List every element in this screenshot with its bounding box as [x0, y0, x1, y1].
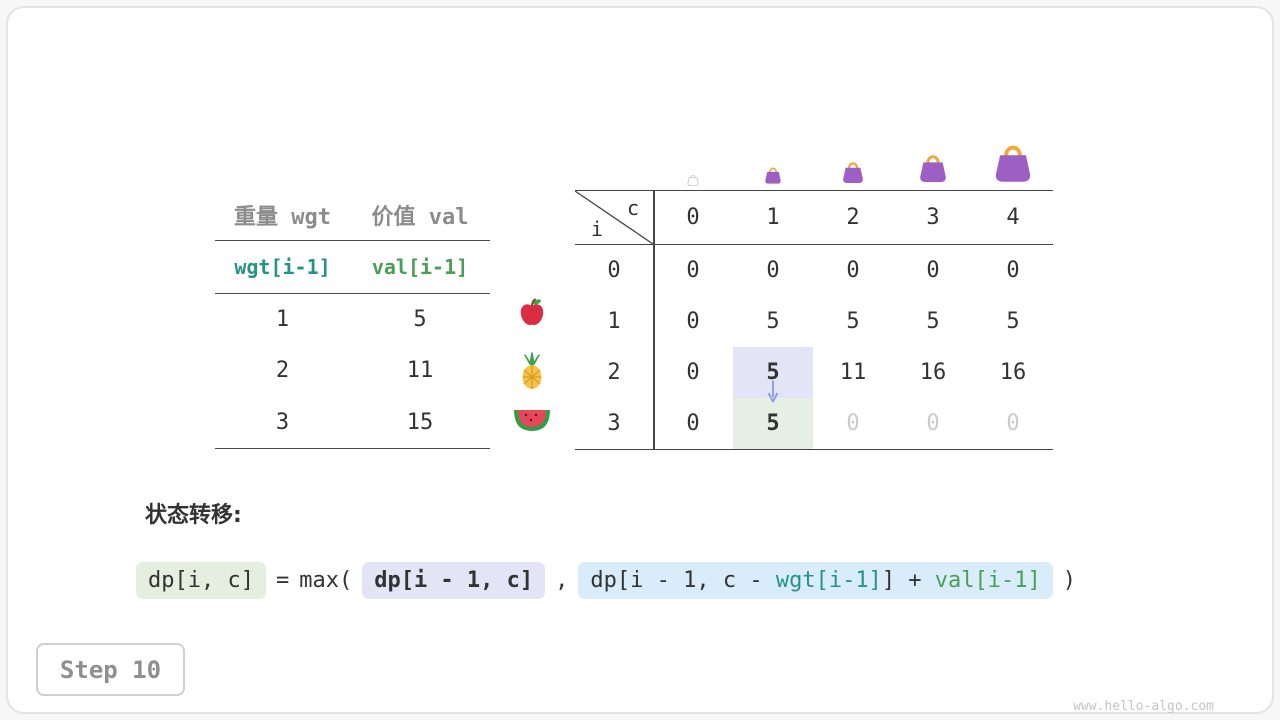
item-row-apple: 1 5 [215, 294, 490, 345]
dp-cell: 11 [839, 360, 867, 385]
dp-cell: 0 [926, 258, 940, 283]
dp-cell: 0 [686, 411, 700, 436]
dp-cell-target-highlight: 5 [733, 398, 813, 449]
dp-cell: 0 [686, 258, 700, 283]
formula-comma: , [555, 568, 569, 593]
pineapple-icon [517, 352, 547, 390]
dp-cell-pending: 0 [1006, 411, 1020, 436]
state-transition-formula: dp[i, c] = max( dp[i - 1, c] , dp[i - 1,… [136, 562, 1076, 599]
dp-row-header: 2 [607, 360, 621, 385]
item-weight: 3 [275, 409, 290, 435]
dp-row-1: 1 0 5 5 5 5 [575, 296, 1053, 347]
item-table-header-weight: 重量 wgt [234, 205, 331, 230]
corner-diagonal-line [575, 191, 653, 244]
dp-table-vertical-divider [653, 191, 655, 449]
item-table-header-row: 重量 wgt 价值 val [215, 190, 490, 241]
dp-col-header: 0 [686, 205, 700, 230]
dp-cell: 16 [919, 360, 947, 385]
corner-row-var: i [591, 217, 604, 241]
dp-cell: 0 [766, 258, 780, 283]
state-transition-label: 状态转移: [145, 503, 242, 528]
dp-cell-pending: 0 [846, 411, 860, 436]
formula-arg2-dark: ] + [881, 568, 935, 593]
step-badge: Step 10 [36, 643, 185, 696]
bag-icon-capacity-1 [763, 165, 784, 185]
dp-row-header: 3 [607, 411, 621, 436]
corner-col-var: c [626, 196, 639, 220]
dp-cell: 5 [846, 309, 860, 334]
dp-corner-cell: c i [575, 191, 653, 244]
dp-row-header: 1 [607, 309, 621, 334]
val-variable-label: val[i-1] [371, 255, 469, 279]
formula-arg2-wgt: wgt[i-1] [775, 568, 882, 593]
apple-icon [516, 296, 548, 328]
dp-cell: 0 [846, 258, 860, 283]
dp-cell: 0 [1006, 258, 1020, 283]
dp-row-0: 0 0 0 0 0 0 [575, 245, 1053, 296]
item-row-watermelon: 3 15 [215, 397, 490, 449]
dp-col-header: 2 [846, 205, 860, 230]
dp-cell: 0 [686, 309, 700, 334]
dp-col-header: 3 [926, 205, 940, 230]
formula-close-paren: ) [1062, 568, 1077, 593]
dp-row-header: 0 [607, 258, 621, 283]
item-weight: 1 [275, 307, 290, 333]
item-row-pineapple: 2 11 [215, 345, 490, 396]
item-weight: 2 [275, 358, 290, 384]
dp-cell: 5 [1006, 309, 1020, 334]
wgt-variable-label: wgt[i-1] [234, 255, 331, 279]
bag-icon-capacity-2 [840, 159, 867, 185]
item-table: 重量 wgt 价值 val wgt[i-1] val[i-1] 1 5 2 11… [215, 190, 490, 449]
formula-arg2-dark: dp[i - 1, c - [590, 568, 776, 593]
dp-cell: 5 [926, 309, 940, 334]
item-table-variable-row: wgt[i-1] val[i-1] [215, 241, 490, 294]
dp-cell: 5 [766, 309, 780, 334]
dp-row-2: 2 0 5 11 16 16 [575, 347, 1053, 398]
dp-table: c i 0 1 2 3 4 0 0 0 0 0 0 1 0 5 5 5 5 2 … [575, 190, 1053, 450]
watermelon-icon [514, 406, 550, 432]
bag-icon-capacity-0 [686, 173, 700, 186]
formula-equals: = [275, 568, 290, 593]
bag-icon-capacity-3 [916, 151, 951, 184]
formula-max-open: max( [299, 568, 353, 593]
item-table-header-value: 价值 val [371, 205, 469, 230]
item-value: 11 [406, 358, 434, 384]
formula-lhs: dp[i, c] [136, 562, 266, 599]
dp-cell: 16 [999, 360, 1027, 385]
bag-icon-capacity-4 [990, 140, 1037, 185]
dp-table-header-row: c i 0 1 2 3 4 [575, 191, 1053, 245]
item-value: 15 [406, 409, 434, 435]
dp-col-header: 4 [1006, 205, 1020, 230]
formula-arg2-val: val[i-1] [934, 568, 1041, 593]
dp-cell-pending: 0 [926, 411, 940, 436]
item-value: 5 [413, 307, 427, 333]
watermark: www.hello-algo.com [1073, 699, 1214, 714]
formula-arg2: dp[i - 1, c - wgt[i-1]] + val[i-1] [578, 562, 1053, 599]
transition-arrow-icon [767, 381, 779, 403]
dp-row-3: 3 0 5 0 0 0 [575, 398, 1053, 449]
formula-arg1: dp[i - 1, c] [362, 562, 546, 599]
dp-cell: 0 [686, 360, 700, 385]
dp-col-header: 1 [766, 205, 780, 230]
